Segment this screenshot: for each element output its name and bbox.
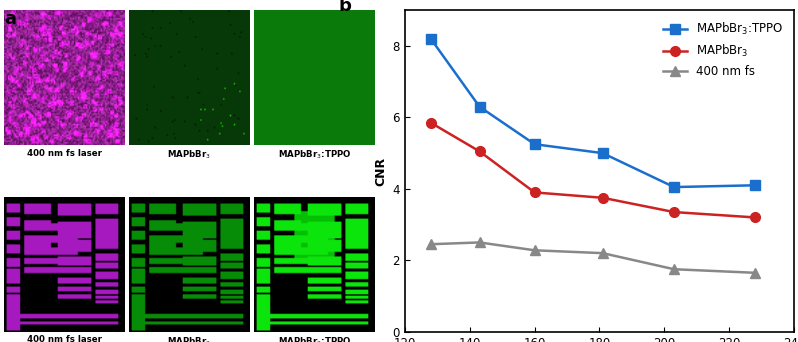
- Text: 400 nm fs laser: 400 nm fs laser: [26, 335, 101, 342]
- Y-axis label: CNR: CNR: [374, 156, 387, 186]
- Text: MAPbBr$_3$:TPPO: MAPbBr$_3$:TPPO: [278, 149, 351, 161]
- Text: MAPbBr$_3$: MAPbBr$_3$: [168, 335, 211, 342]
- Text: 400 nm fs laser: 400 nm fs laser: [26, 149, 101, 158]
- Text: a: a: [4, 10, 16, 28]
- Text: b: b: [339, 0, 352, 15]
- Text: MAPbBr$_3$:TPPO: MAPbBr$_3$:TPPO: [278, 335, 351, 342]
- Legend: MAPbBr$_3$:TPPO, MAPbBr$_3$, 400 nm fs: MAPbBr$_3$:TPPO, MAPbBr$_3$, 400 nm fs: [658, 16, 788, 83]
- Text: MAPbBr$_3$: MAPbBr$_3$: [168, 149, 211, 161]
